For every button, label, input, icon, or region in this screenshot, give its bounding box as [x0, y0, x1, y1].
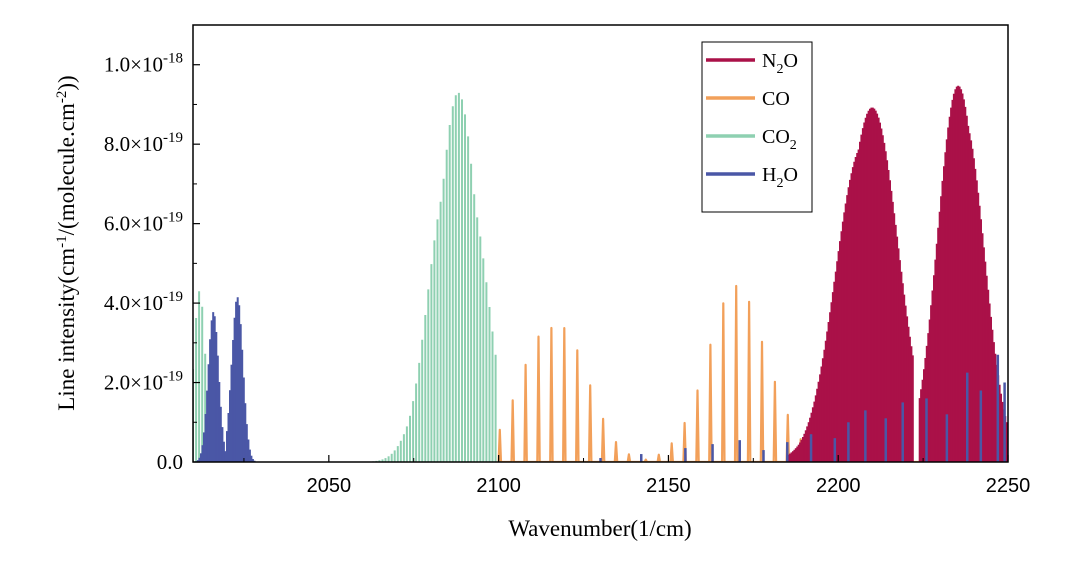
series-co [497, 284, 931, 462]
series-n2o [786, 85, 1008, 462]
legend: N2O CO CO2 H2O [701, 41, 813, 213]
legend-label-co: CO [762, 88, 790, 110]
series-co2 [193, 92, 497, 462]
x-tick-label: 2250 [986, 475, 1031, 497]
y-axis-title-sup1: -1 [54, 235, 70, 248]
legend-label-h2o: H2O [762, 164, 798, 191]
y-axis-title-sup2: -2 [54, 91, 70, 104]
y-tick-label: 0.0 [157, 450, 183, 474]
y-tick-label: 8.0×10-19 [104, 130, 183, 156]
y-axis-title-suffix: )) [54, 75, 79, 90]
x-tick-label: 2200 [816, 475, 861, 497]
y-axis: 0.0 2.0×10-19 4.0×10-19 6.0×10-19 8.0×10-19 1… [104, 51, 200, 474]
legend-label-co2: CO2 [762, 126, 797, 153]
x-tick-label: 2100 [476, 475, 521, 497]
series-line-co [497, 284, 931, 462]
y-tick-label: 6.0×10-19 [104, 210, 183, 236]
x-tick-label: 2050 [307, 475, 352, 497]
x-axis: 2050 2100 2150 2200 2250 [243, 455, 1031, 497]
y-axis-title-middle: /(molecule.cm [54, 103, 79, 235]
y-tick-label: 4.0×10-19 [104, 289, 183, 315]
plot-area [193, 85, 1008, 462]
x-tick-label: 2150 [646, 475, 691, 497]
y-axis-title-prefix: Line intensity(cm [54, 248, 79, 411]
y-axis-title: Line intensity(cm-1/(molecule.cm-2)) [54, 75, 79, 410]
plot-frame [192, 24, 1009, 463]
y-tick-label: 2.0×10-19 [104, 369, 183, 395]
legend-label-n2o: N2O [762, 50, 798, 77]
x-axis-title: Wavenumber(1/cm) [508, 516, 691, 541]
series-h2o [195, 297, 1006, 462]
legend-box [701, 41, 813, 213]
y-tick-label: 1.0×10-18 [104, 51, 183, 77]
